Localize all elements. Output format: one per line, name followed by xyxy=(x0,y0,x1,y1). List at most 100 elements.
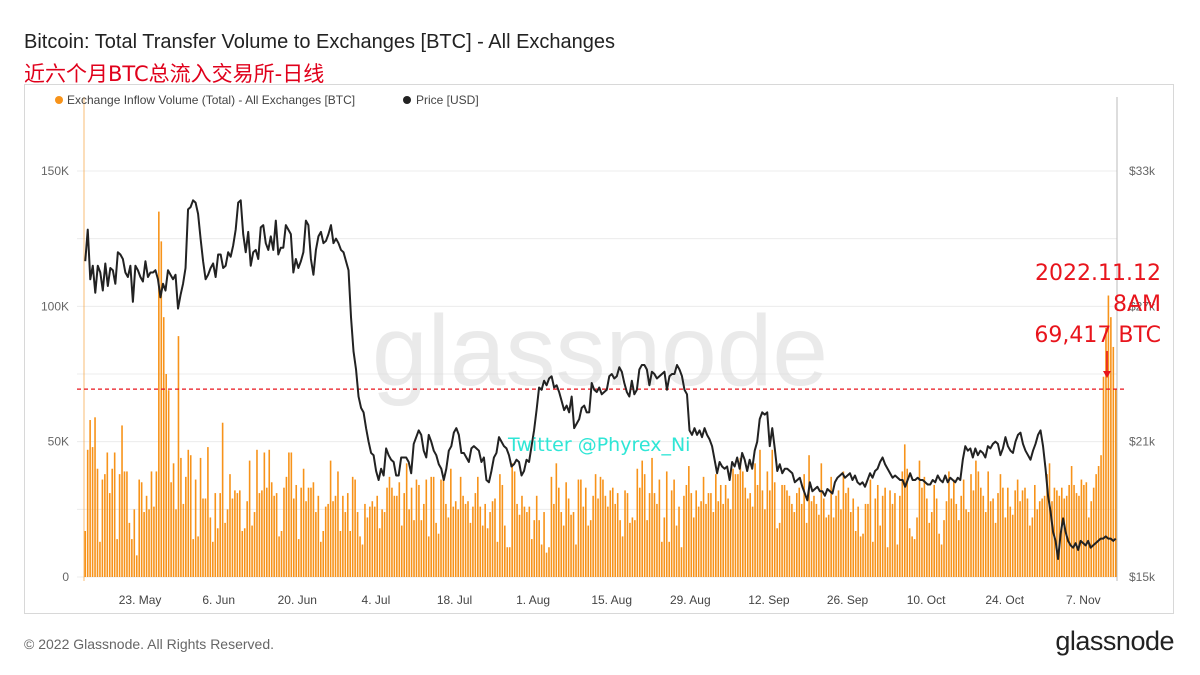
inflow-bar xyxy=(557,487,560,577)
inflow-bar xyxy=(450,468,452,577)
inflow-bar xyxy=(437,533,440,577)
inflow-bar xyxy=(913,539,916,577)
inflow-bar xyxy=(697,506,700,577)
inflow-bar xyxy=(631,517,634,577)
price-line xyxy=(84,199,1117,560)
inflow-bar xyxy=(1036,509,1039,577)
inflow-bar xyxy=(948,471,950,577)
inflow-bar xyxy=(283,487,285,577)
inflow-bar xyxy=(113,452,116,577)
inflow-bar xyxy=(550,476,553,577)
inflow-bar xyxy=(248,460,251,577)
inflow-bar xyxy=(150,471,153,577)
inflow-bar xyxy=(292,498,295,577)
inflow-bar xyxy=(275,493,278,577)
inflow-bar xyxy=(447,517,450,577)
inflow-bar xyxy=(1058,495,1061,577)
inflow-bar xyxy=(896,544,899,577)
inflow-bar xyxy=(1100,455,1102,577)
inflow-bar xyxy=(943,520,945,577)
inflow-bar xyxy=(234,490,236,577)
inflow-bar xyxy=(953,479,955,577)
inflow-bar xyxy=(864,503,867,577)
inflow-bar xyxy=(967,512,970,577)
inflow-bar xyxy=(918,460,921,577)
inflow-bar xyxy=(531,539,533,577)
legend-price-marker xyxy=(403,96,411,104)
inflow-bar xyxy=(795,493,798,577)
inflow-bar xyxy=(261,490,263,577)
inflow-bar xyxy=(540,544,543,577)
inflow-bar xyxy=(329,460,332,577)
inflow-bar xyxy=(705,503,707,577)
x-tick-label: 7. Nov xyxy=(1066,593,1101,607)
inflow-bar xyxy=(342,495,344,577)
inflow-bar xyxy=(742,471,744,577)
inflow-bar xyxy=(199,457,202,577)
inflow-bar xyxy=(923,476,926,577)
inflow-bar xyxy=(621,536,624,577)
x-tick-label: 20. Jun xyxy=(278,593,317,607)
inflow-bar xyxy=(415,479,418,577)
inflow-bar xyxy=(508,547,511,577)
inflow-bar xyxy=(688,466,690,577)
inflow-bar xyxy=(1095,474,1097,577)
inflow-bar xyxy=(957,520,960,577)
inflow-bar xyxy=(1085,482,1088,577)
chart-frame: glassnode 0 50K 100K 150K $15k $21k $27k $33k 2… xyxy=(24,84,1174,614)
inflow-bar xyxy=(903,444,906,577)
inflow-bar xyxy=(226,509,229,577)
inflow-bar xyxy=(462,495,464,577)
x-tick-label: 15. Aug xyxy=(591,593,632,607)
annotation: 2022.11.12 8AM 69,417 BTC xyxy=(1034,261,1161,378)
inflow-bar xyxy=(1090,501,1093,577)
inflow-bar xyxy=(849,512,852,577)
inflow-bar xyxy=(862,533,864,577)
inflow-bar xyxy=(940,544,943,577)
inflow-bar xyxy=(638,487,641,577)
inflow-bar xyxy=(432,476,435,577)
x-tick-label: 26. Sep xyxy=(827,593,869,607)
chart-subtitle: 近六个月BTC总流入交易所-日线 xyxy=(24,62,325,86)
x-tick-label: 24. Oct xyxy=(985,593,1024,607)
inflow-bar xyxy=(653,493,656,577)
inflow-bar xyxy=(597,498,599,577)
inflow-bar xyxy=(857,506,859,577)
inflow-bar xyxy=(695,490,697,577)
inflow-bar xyxy=(165,374,167,577)
inflow-bar xyxy=(781,484,783,577)
inflow-bar xyxy=(356,512,359,577)
inflow-bar xyxy=(989,501,992,577)
inflow-bar xyxy=(167,390,170,577)
inflow-bar xyxy=(224,522,226,577)
inflow-bar xyxy=(786,490,788,577)
inflow-bar xyxy=(140,482,143,577)
inflow-bar xyxy=(773,482,776,577)
inflow-bar xyxy=(700,501,702,577)
x-tick-label: 6. Jun xyxy=(202,593,235,607)
inflow-bar xyxy=(472,506,474,577)
inflow-bar xyxy=(1004,517,1007,577)
inflow-bar xyxy=(972,490,975,577)
inflow-bar xyxy=(813,495,815,577)
inflow-bar xyxy=(526,512,528,577)
inflow-bar xyxy=(626,493,629,577)
x-tick-label: 4. Jul xyxy=(362,593,391,607)
inflow-bar xyxy=(805,522,808,577)
inflow-bar xyxy=(1026,498,1029,577)
inflow-bar xyxy=(1114,389,1117,577)
inflow-bar xyxy=(231,498,234,577)
inflow-bar xyxy=(538,520,540,577)
inflow-bar xyxy=(1024,487,1026,577)
inflow-bar xyxy=(778,522,781,577)
inflow-bar xyxy=(96,468,99,577)
inflow-bar xyxy=(175,509,177,577)
inflow-bar xyxy=(845,493,847,577)
inflow-bar xyxy=(759,449,761,577)
inflow-bar xyxy=(413,520,415,577)
inflow-bar xyxy=(837,490,840,577)
inflow-bar xyxy=(1014,490,1016,577)
inflow-bar xyxy=(305,501,307,577)
inflow-bar xyxy=(194,479,197,577)
inflow-bar xyxy=(798,487,801,577)
